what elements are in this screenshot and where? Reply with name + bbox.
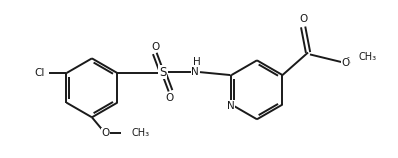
Text: S: S	[159, 66, 166, 79]
Text: O: O	[341, 58, 349, 68]
Text: O: O	[152, 42, 160, 52]
Text: H: H	[193, 57, 201, 67]
Text: O: O	[166, 93, 174, 103]
Text: N: N	[226, 100, 234, 111]
Text: O: O	[299, 14, 307, 24]
Text: O: O	[101, 128, 110, 138]
Text: N: N	[191, 67, 199, 77]
Text: CH₃: CH₃	[131, 128, 149, 138]
Text: Cl: Cl	[35, 68, 45, 78]
Text: CH₃: CH₃	[358, 52, 376, 62]
